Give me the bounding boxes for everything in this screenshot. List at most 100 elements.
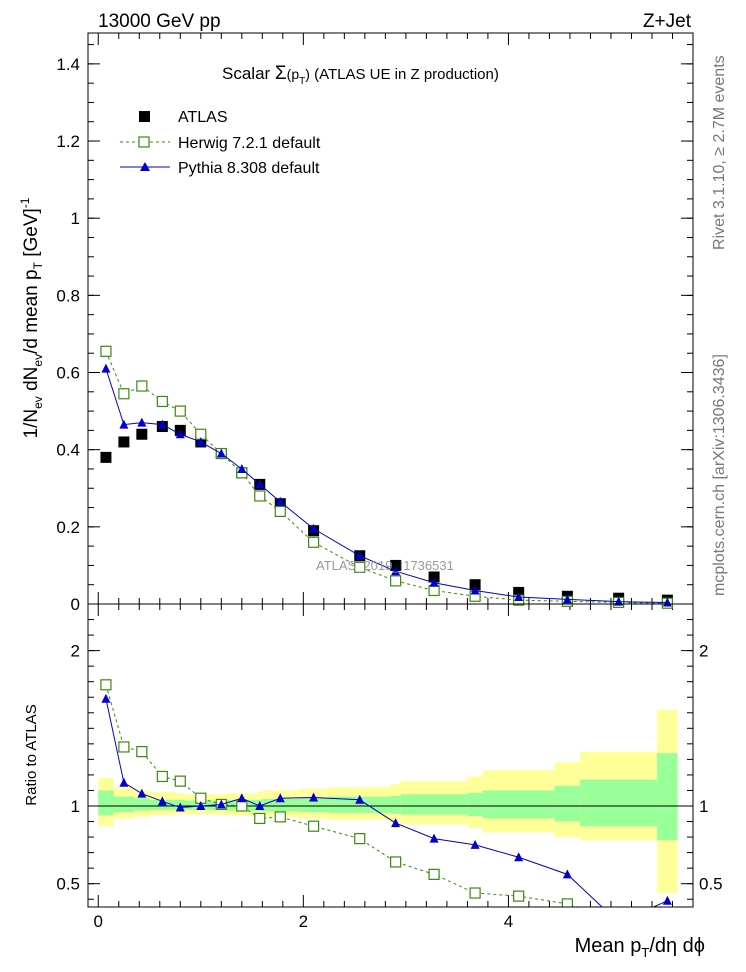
- main-data-point-pythia: [562, 594, 572, 604]
- ratio-data-point-pythia: [429, 833, 439, 843]
- x-axis-label: Mean pT/dη dϕ: [575, 935, 705, 960]
- main-data-point-pythia: [119, 419, 129, 429]
- main-data-point-pythia: [101, 363, 111, 373]
- ratio-y-tick-label: 2: [71, 642, 80, 661]
- ratio-data-point-herwig: [100, 679, 112, 691]
- main-data-point-herwig: [100, 345, 112, 357]
- ratio-data-point-pythia: [216, 799, 226, 809]
- legend-marker-atlas: [139, 111, 150, 122]
- analysis-watermark: ATLAS_2019_I1736531: [316, 558, 454, 573]
- ratio-data-point-herwig: [254, 812, 266, 825]
- ratio-data-point-pythia: [562, 869, 572, 879]
- rivet-version-label: Rivet 3.1.10, ≥ 2.7M events: [711, 55, 728, 250]
- main-y-tick-label: 0.2: [56, 518, 80, 537]
- ratio-data-point-pythia: [175, 802, 185, 812]
- main-data-point-pythia: [309, 523, 319, 533]
- main-y-tick-label: 0.8: [56, 286, 80, 305]
- ratio-y-tick-labels: 0.5 0.5 1 1 2 2: [56, 642, 722, 894]
- main-title: Scalar Σ(pT) (ATLAS UE in Z production): [222, 63, 499, 87]
- main-data-point-herwig: [390, 575, 402, 587]
- main-data-point-herwig: [274, 505, 286, 518]
- main-data-point-herwig: [156, 395, 168, 408]
- ratio-data-point-herwig: [390, 856, 402, 868]
- ratio-panel: 0.5 0.5 1 1 2 2 0 2 4 Ratio to ATLAS Mean pT/dη…: [23, 603, 723, 960]
- main-y-axis-label: 1/Nev dNev/d mean pT [GeV]-1: [18, 197, 45, 438]
- ratio-data-point-pythia: [137, 788, 147, 798]
- x-tick-label: 4: [504, 912, 513, 931]
- main-data-point-pythia: [196, 436, 206, 446]
- ratio-data-point-herwig: [236, 800, 248, 812]
- ratio-band-stat: [298, 798, 329, 813]
- ratio-y-tick-label: 0.5: [56, 875, 80, 894]
- ratio-data-point-herwig: [513, 890, 525, 902]
- ratio-data-point-pythia: [255, 801, 265, 810]
- x-tick-label: 0: [94, 912, 103, 931]
- main-data-point-pythia: [614, 596, 624, 606]
- ratio-band-stat: [134, 798, 150, 811]
- ratio-band-stat: [400, 794, 468, 815]
- ratio-data-point-pythia: [119, 777, 129, 787]
- ratio-data-point-herwig: [274, 811, 286, 823]
- ratio-band-stat: [482, 790, 555, 819]
- main-y-tick-label: 0: [71, 595, 80, 614]
- ratio-data-point-pythia: [275, 793, 285, 803]
- ratio-data-point-herwig: [354, 833, 366, 845]
- main-data-point-herwig: [174, 405, 186, 417]
- main-data-point-herwig: [254, 490, 266, 502]
- ratio-band-stat: [554, 785, 581, 822]
- ratio-band-stat: [328, 796, 391, 813]
- ratio-series: [100, 679, 672, 907]
- main-data-point-pythia: [237, 463, 247, 473]
- main-data-point-herwig: [136, 380, 148, 392]
- main-data-point-atlas: [428, 571, 440, 583]
- main-panel: 0 0.2 0.4 0.6 0.8 1 1.2 1.4 Scalar Σ(pT) (ATLAS…: [18, 32, 694, 907]
- ratio-x-tick-labels: 0 2 4: [94, 912, 514, 931]
- ratio-data-point-herwig: [174, 775, 186, 787]
- main-data-point-herwig: [118, 388, 130, 400]
- ratio-band-stat: [113, 796, 135, 813]
- ratio-y-tick-label: 1: [71, 797, 80, 816]
- main-axis-ticks: [88, 33, 693, 907]
- ratio-y-tick-label-right: 2: [699, 642, 708, 661]
- ratio-band-stat: [467, 792, 483, 817]
- x-tick-label: 2: [299, 912, 308, 931]
- ratio-y-tick-label-right: 1: [699, 797, 708, 816]
- ratio-data-point-pythia: [355, 794, 365, 804]
- ratio-data-point-pythia: [101, 693, 111, 703]
- ratio-y-tick-label-right: 0.5: [699, 875, 723, 894]
- main-data-point-herwig: [354, 561, 366, 573]
- ratio-data-point-pythia: [662, 895, 672, 905]
- main-data-point-atlas: [469, 579, 481, 591]
- ratio-data-point-herwig: [136, 746, 148, 758]
- main-data-point-pythia: [470, 585, 480, 595]
- main-y-tick-labels: 0 0.2 0.4 0.6 0.8 1 1.2 1.4: [56, 55, 80, 614]
- ratio-data-point-pythia: [514, 852, 524, 862]
- main-data-point-pythia: [429, 577, 439, 587]
- ratio-data-point-pythia: [237, 793, 247, 803]
- main-y-tick-label: 1: [71, 209, 80, 228]
- ratio-data-point-pythia: [309, 792, 319, 802]
- main-data-point-pythia: [514, 592, 524, 602]
- ratio-band-stat: [98, 790, 114, 816]
- main-y-tick-label: 0.4: [56, 441, 80, 460]
- main-data-point-pythia: [216, 448, 226, 458]
- main-data-point-pythia: [137, 417, 147, 427]
- ratio-data-point-herwig: [156, 770, 168, 783]
- mcplots-label: mcplots.cern.ch [arXiv:1306.3436]: [711, 354, 728, 596]
- legend-label-pythia: Pythia 8.308 default: [178, 160, 320, 177]
- main-y-tick-label: 1.2: [56, 132, 80, 151]
- ratio-band-stat: [580, 779, 658, 827]
- main-data-point-pythia: [157, 419, 167, 429]
- ratio-data-point-herwig: [469, 887, 481, 899]
- ratio-data-point-herwig: [307, 820, 320, 832]
- main-y-tick-label: 1.4: [56, 55, 80, 74]
- main-data-point-pythia: [391, 566, 401, 576]
- ratio-band-stat: [657, 753, 678, 841]
- header-left-label: 13000 GeV pp: [98, 11, 221, 32]
- legend-marker-herwig: [138, 136, 150, 148]
- main-data-point-atlas: [390, 559, 402, 571]
- main-data-point-herwig: [428, 584, 440, 597]
- main-data-point-atlas: [136, 428, 148, 440]
- main-data-point-pythia: [275, 496, 285, 506]
- main-y-tick-label: 0.6: [56, 364, 80, 383]
